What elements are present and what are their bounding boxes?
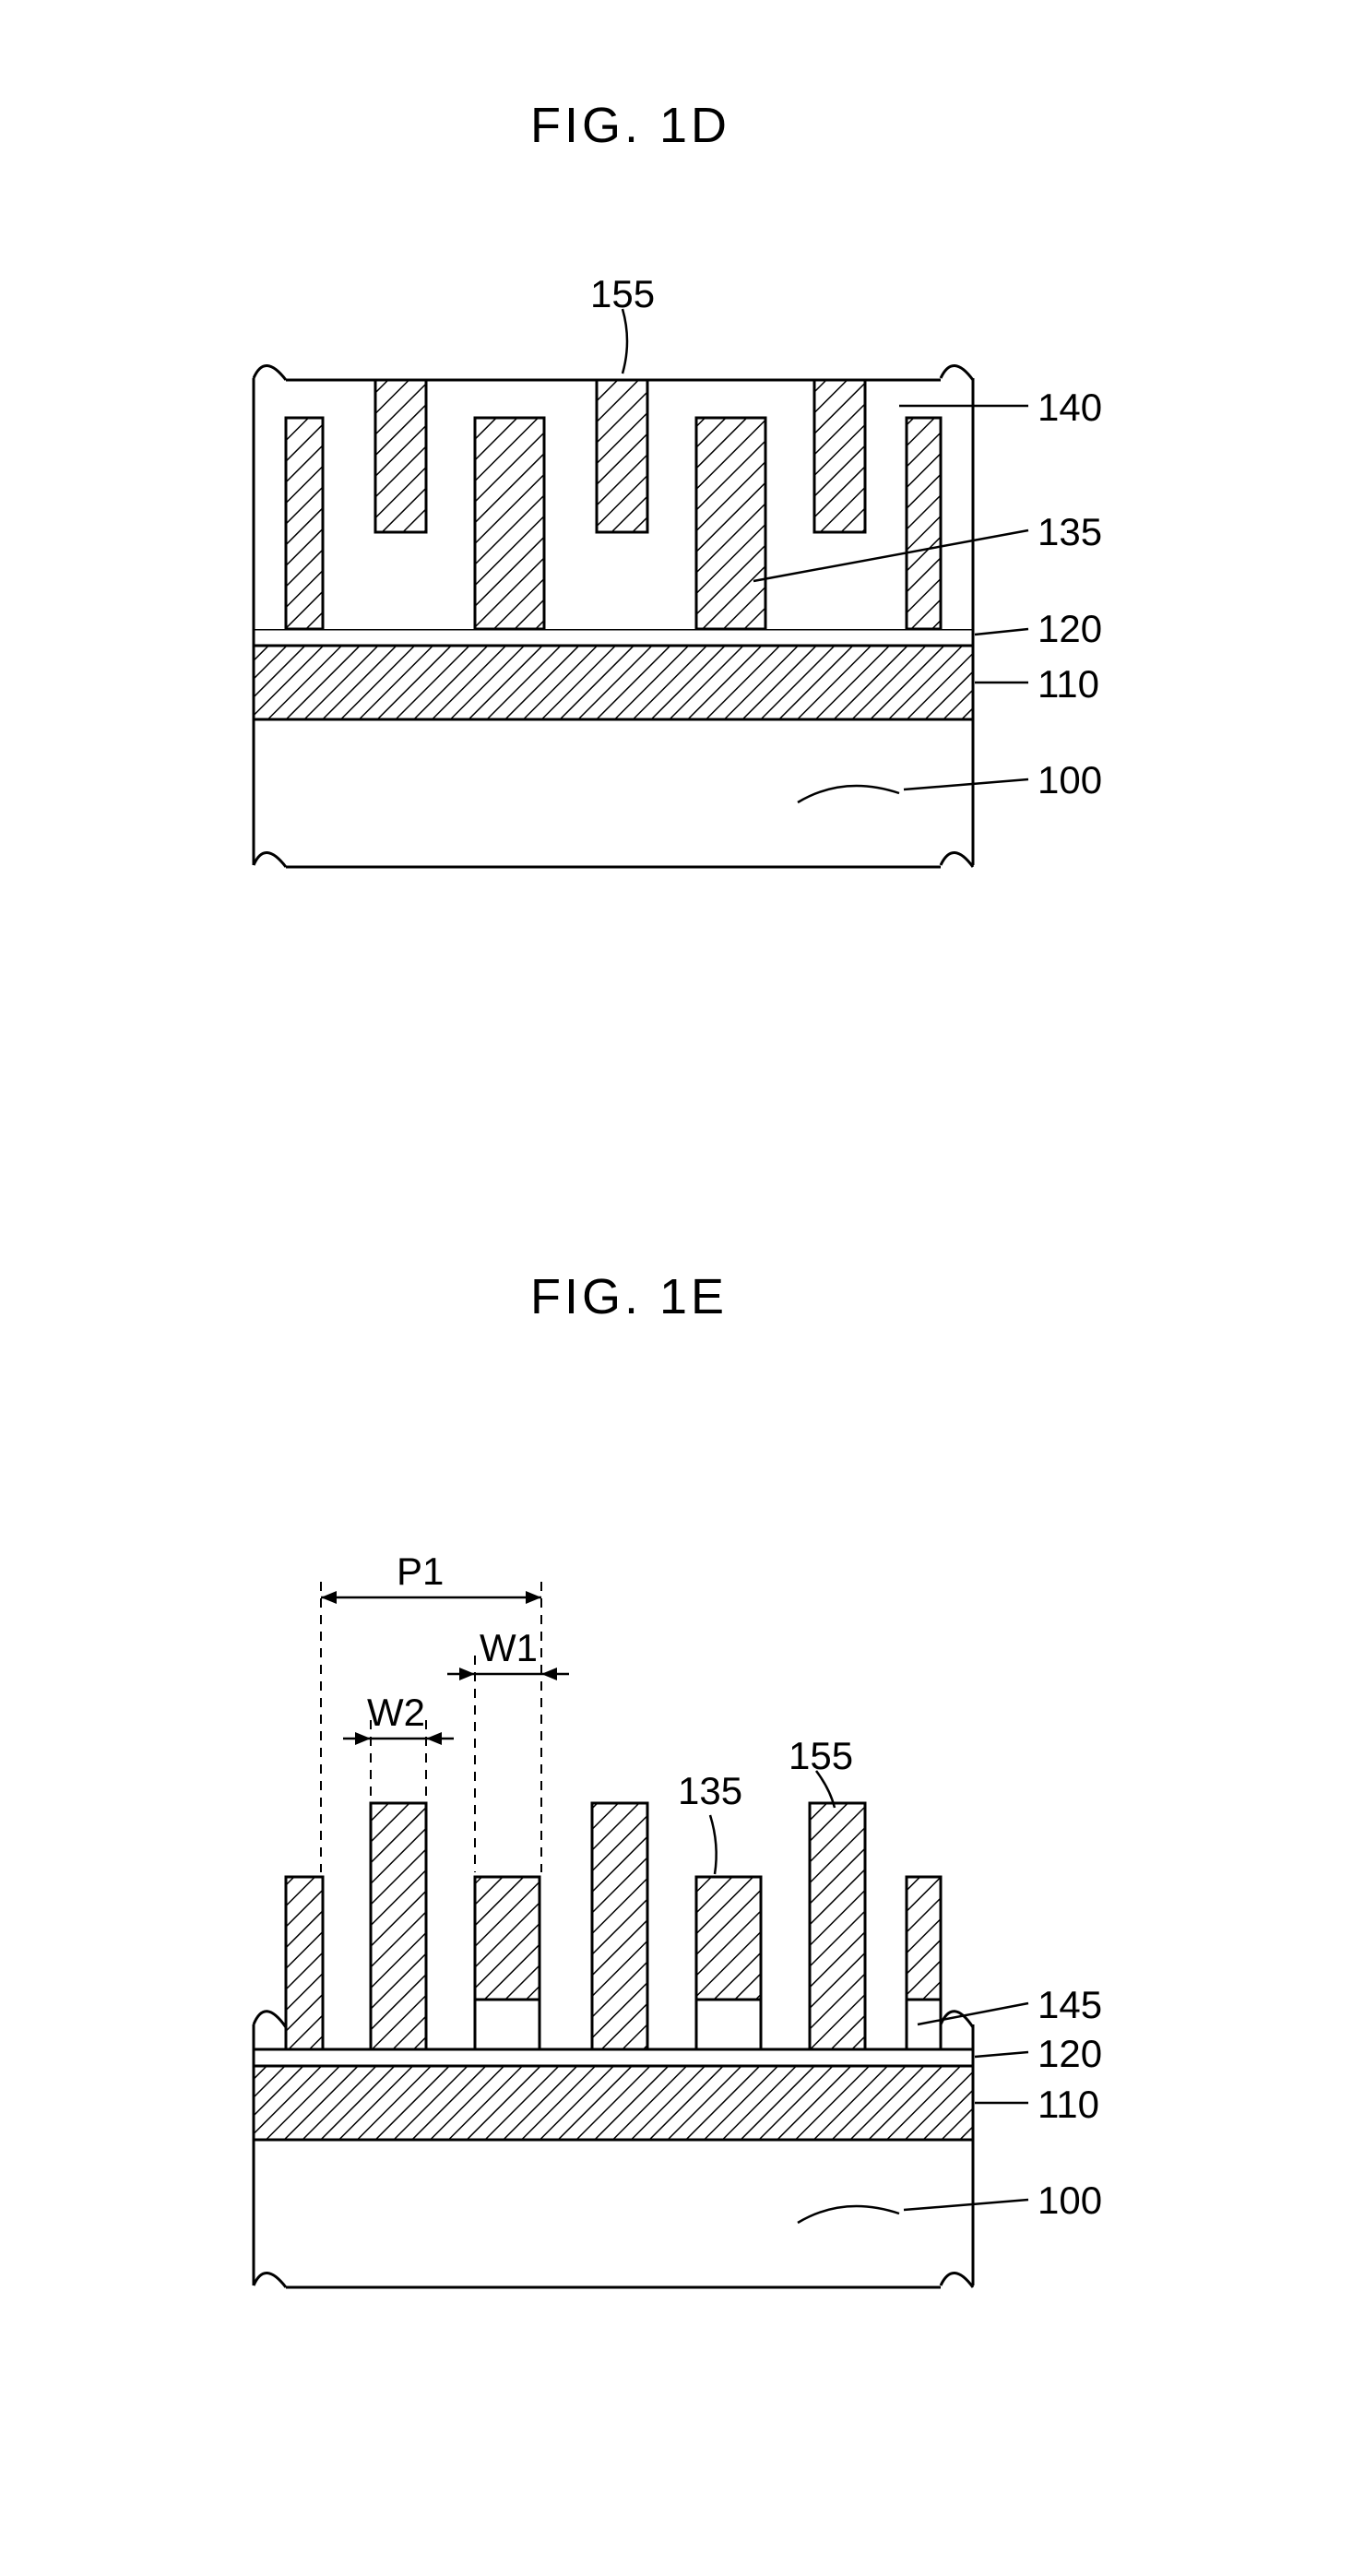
fig1d-label-100: 100 [1038,758,1102,802]
fig1d-label-110: 110 [1038,662,1099,706]
fig1e-label-145: 145 [1038,1983,1102,2027]
fig1e-label-100: 100 [1038,2178,1102,2223]
fig1e-label-110: 110 [1038,2083,1099,2127]
fig1e-label-w1: W1 [480,1626,538,1670]
fig1e-label-p1: P1 [397,1549,444,1594]
fig1d-title: FIG. 1D [530,97,730,154]
fig1d-label-135: 135 [1038,510,1102,554]
fig1d-label-120: 120 [1038,607,1102,651]
fig1e-label-135: 135 [678,1769,742,1813]
fig1e-title: FIG. 1E [530,1268,728,1325]
fig1e-label-155: 155 [789,1734,853,1778]
fig1e-diagram [198,1513,1121,2343]
fig1d-label-140: 140 [1038,386,1102,430]
fig1d-diagram [198,277,1121,922]
page: FIG. 1D [0,0,1352,2576]
fig1e-label-120: 120 [1038,2032,1102,2076]
fig1d-label-155: 155 [590,272,655,316]
fig1e-label-w2: W2 [367,1691,425,1735]
